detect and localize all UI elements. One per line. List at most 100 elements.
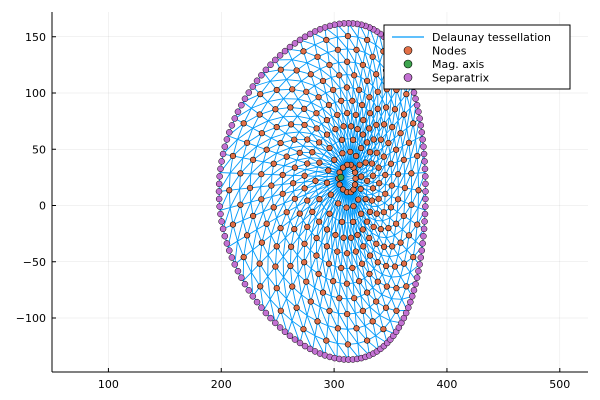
mesh-edge — [289, 206, 298, 222]
node-point — [380, 121, 388, 128]
mesh-edge — [339, 127, 346, 140]
node-point — [373, 298, 380, 305]
mesh-edge — [251, 101, 268, 109]
separatrix-point — [408, 293, 416, 300]
node-point — [400, 111, 408, 118]
node-point — [389, 123, 396, 131]
mesh-edge — [310, 268, 316, 288]
mesh-edge — [263, 299, 271, 311]
y-tick-label: 0 — [39, 200, 46, 213]
node-point — [351, 295, 358, 302]
legend-marker-swatch — [403, 73, 413, 82]
mesh-edge — [360, 166, 367, 174]
node-point — [229, 152, 237, 160]
node-point — [240, 254, 247, 261]
separatrix-point — [306, 30, 314, 38]
node-point — [394, 196, 402, 203]
separatrix-points — [215, 20, 429, 363]
mesh-edge — [359, 232, 367, 243]
node-point — [293, 304, 300, 311]
mesh-edge — [297, 274, 302, 295]
mesh-edge — [378, 236, 387, 239]
mesh-edge — [346, 74, 354, 89]
separatrix-point — [226, 247, 233, 254]
mesh-edge — [415, 135, 423, 140]
node-point — [359, 131, 366, 138]
nodes-points — [226, 32, 422, 348]
y-tick-label: −50 — [23, 256, 46, 269]
node-point — [301, 172, 308, 179]
node-point — [334, 46, 341, 53]
grid — [52, 12, 588, 372]
node-point — [373, 71, 380, 78]
separatrix-point — [422, 195, 429, 203]
separatrix-point — [218, 218, 225, 225]
y-tick-label: 150 — [25, 31, 46, 44]
mesh-edge — [378, 184, 386, 192]
node-point — [415, 187, 422, 194]
mesh-edge — [369, 68, 374, 86]
mesh-edge — [323, 206, 328, 211]
mesh-edge — [256, 211, 264, 230]
node-point — [374, 88, 381, 95]
mesh-edge — [291, 320, 301, 344]
mesh-edge — [252, 199, 262, 217]
node-point — [291, 226, 298, 233]
mesh-edge — [228, 173, 241, 191]
mag-axis-point — [337, 173, 345, 181]
node-point — [340, 234, 347, 241]
mesh-edge — [409, 86, 413, 109]
node-point — [289, 283, 296, 290]
separatrix-point — [267, 314, 274, 322]
mesh-edge — [306, 315, 316, 336]
node-point — [258, 171, 265, 178]
node-point — [301, 105, 308, 112]
node-point — [382, 190, 389, 197]
mesh-edge — [250, 249, 254, 273]
node-point — [403, 283, 410, 290]
mesh-edge — [327, 325, 338, 344]
mesh-edge — [378, 165, 386, 176]
mesh-edge — [364, 225, 372, 234]
mesh-edge — [371, 232, 380, 238]
mesh-edge — [382, 217, 391, 222]
node-point — [304, 197, 311, 204]
mesh-edge — [359, 194, 366, 204]
mesh-edge — [252, 120, 269, 129]
mesh-edge — [305, 185, 317, 195]
node-point — [393, 307, 400, 314]
mesh-edge — [346, 268, 354, 284]
mesh-edge — [289, 246, 292, 267]
node-point — [313, 234, 320, 242]
node-point — [263, 146, 270, 153]
mesh-edge — [370, 145, 376, 158]
mesh-edge — [317, 166, 330, 169]
node-point — [385, 225, 392, 232]
node-point — [263, 220, 270, 227]
mesh-edge — [274, 266, 278, 289]
node-point — [270, 160, 277, 167]
mesh-edge — [305, 281, 312, 302]
separatrix-point — [231, 115, 239, 122]
node-point — [300, 326, 307, 333]
mesh-edge — [339, 87, 348, 101]
node-point — [256, 260, 263, 267]
mesh-edge — [309, 232, 313, 251]
node-point — [354, 231, 361, 239]
mesh-edge — [284, 220, 291, 238]
node-point — [366, 252, 374, 259]
node-point — [339, 150, 346, 157]
node-point — [369, 318, 376, 325]
node-point — [376, 180, 383, 187]
mesh-edge — [391, 161, 398, 175]
mesh-edge — [415, 118, 421, 140]
separatrix-point — [234, 267, 242, 275]
node-point — [383, 262, 390, 270]
mesh-edge — [315, 146, 325, 156]
separatrix-point — [296, 339, 304, 347]
mesh-edge — [321, 154, 325, 159]
mesh-edge — [380, 99, 383, 117]
mesh-edge — [291, 59, 308, 64]
separatrix-point — [420, 143, 427, 150]
